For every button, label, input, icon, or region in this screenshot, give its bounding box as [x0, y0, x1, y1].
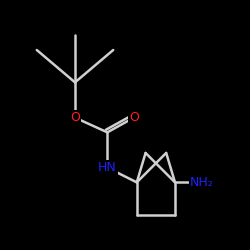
Text: HN: HN [98, 161, 117, 174]
Text: O: O [70, 111, 80, 124]
Text: NH₂: NH₂ [190, 176, 213, 189]
Text: O: O [129, 111, 139, 124]
